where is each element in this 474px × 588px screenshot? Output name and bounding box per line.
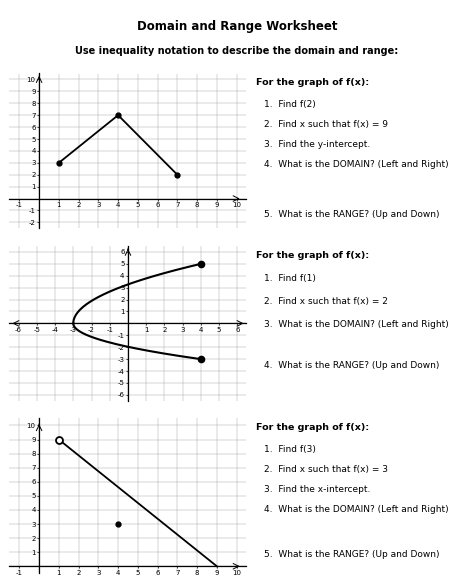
Text: 3.  Find the x-intercept.: 3. Find the x-intercept. <box>264 485 371 494</box>
Text: For the graph of f(x):: For the graph of f(x): <box>255 250 369 260</box>
Text: Domain and Range Worksheet: Domain and Range Worksheet <box>137 19 337 33</box>
Text: 5.  What is the RANGE? (Up and Down): 5. What is the RANGE? (Up and Down) <box>264 550 440 559</box>
Text: 4.  What is the DOMAIN? (Left and Right): 4. What is the DOMAIN? (Left and Right) <box>264 160 449 169</box>
Text: 3.  What is the DOMAIN? (Left and Right): 3. What is the DOMAIN? (Left and Right) <box>264 320 449 329</box>
Text: 2.  Find x such that f(x) = 9: 2. Find x such that f(x) = 9 <box>264 120 388 129</box>
Text: 5.  What is the RANGE? (Up and Down): 5. What is the RANGE? (Up and Down) <box>264 210 440 219</box>
Text: For the graph of f(x):: For the graph of f(x): <box>255 78 369 87</box>
Text: 1.  Find f(2): 1. Find f(2) <box>264 100 316 109</box>
Text: Use inequality notation to describe the domain and range:: Use inequality notation to describe the … <box>75 46 399 56</box>
Text: 3.  Find the y-intercept.: 3. Find the y-intercept. <box>264 140 371 149</box>
Text: For the graph of f(x):: For the graph of f(x): <box>255 423 369 432</box>
Text: 2.  Find x such that f(x) = 2: 2. Find x such that f(x) = 2 <box>264 297 388 306</box>
Text: 2.  Find x such that f(x) = 3: 2. Find x such that f(x) = 3 <box>264 465 388 474</box>
Text: 1.  Find f(1): 1. Find f(1) <box>264 274 316 283</box>
Text: 4.  What is the DOMAIN? (Left and Right): 4. What is the DOMAIN? (Left and Right) <box>264 505 449 514</box>
Text: 4.  What is the RANGE? (Up and Down): 4. What is the RANGE? (Up and Down) <box>264 360 440 370</box>
Text: 1.  Find f(3): 1. Find f(3) <box>264 445 316 454</box>
